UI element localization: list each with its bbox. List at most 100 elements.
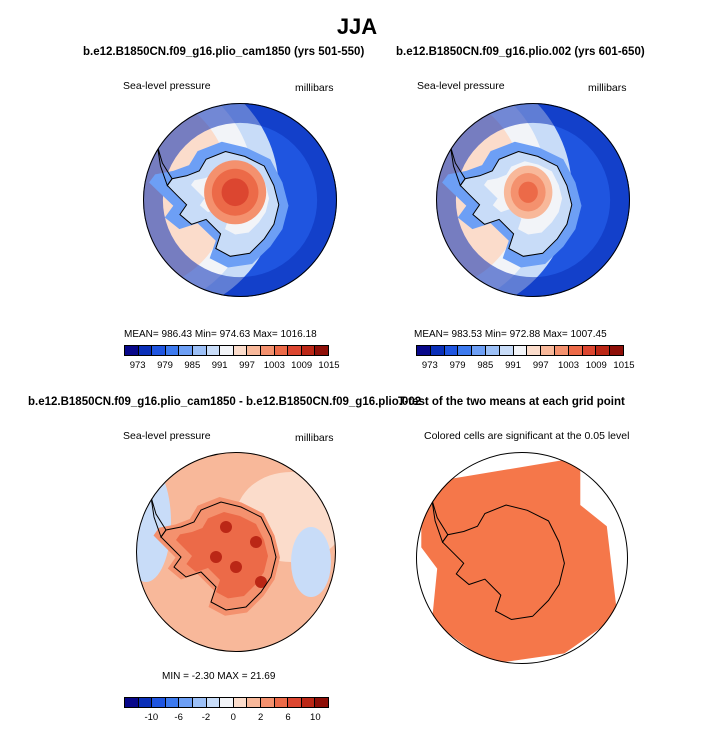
panel2-title: b.e12.B1850CN.f09_g16.plio.002 (yrs 601-… — [396, 46, 645, 58]
antarctica-coastline — [160, 501, 277, 611]
colorbar-swatch — [568, 346, 583, 355]
colorbar-tick-label: 6 — [285, 712, 291, 723]
panel2-stats: MEAN= 983.53 Min= 972.88 Max= 1007.45 — [414, 329, 607, 340]
panel3-variable: Sea-level pressure — [123, 430, 211, 442]
colorbar-swatch — [233, 698, 248, 707]
colorbar-tick-label: 1015 — [613, 360, 635, 371]
colorbar-tick-label: 973 — [129, 360, 146, 371]
colorbar-tick-label: 1009 — [585, 360, 607, 371]
colorbar-tick-label: 10 — [310, 712, 321, 723]
colorbar-swatch — [499, 346, 514, 355]
colorbar-swatch — [138, 698, 153, 707]
colorbar-tick-label: 979 — [449, 360, 466, 371]
panel3-stats: MIN = -2.30 MAX = 21.69 — [162, 671, 276, 682]
colorbar-tick-label: 2 — [258, 712, 264, 723]
panel3-map — [136, 452, 336, 652]
colorbar-tick-label: 1003 — [263, 360, 285, 371]
colorbar-swatch — [247, 346, 261, 355]
panel3-units: millibars — [295, 432, 334, 444]
difference-hotspot — [250, 536, 262, 548]
map-border — [416, 452, 628, 664]
colorbar-swatch — [554, 346, 569, 355]
difference-hotspot — [210, 551, 222, 563]
panel3-title: b.e12.B1850CN.f09_g16.plio_cam1850 - b.e… — [28, 396, 422, 408]
colorbar-tick-label: 991 — [505, 360, 521, 371]
colorbar-swatch — [596, 346, 611, 355]
colorbar-swatch — [458, 346, 473, 355]
map-border — [143, 103, 337, 297]
panel4-map — [416, 452, 628, 664]
colorbar-swatch — [260, 698, 275, 707]
colorbar-swatch — [152, 698, 166, 707]
colorbar-swatch — [179, 346, 193, 355]
colorbar-swatch — [430, 346, 445, 355]
colorbar-tick-label: -2 — [201, 712, 211, 723]
difference-hotspot — [230, 561, 242, 573]
colorbar-tick-label: 0 — [230, 712, 236, 723]
colorbar-tick-label: -6 — [174, 712, 183, 723]
colorbar-tick-label: 979 — [157, 360, 173, 371]
colorbar-tick-label: 997 — [532, 360, 549, 371]
colorbar-swatch — [582, 346, 597, 355]
panel2-units: millibars — [588, 82, 627, 94]
colorbar-tick-label: 997 — [239, 360, 255, 371]
panel4-title: T-test of the two means at each grid poi… — [398, 396, 625, 408]
panel1-colorbar — [124, 345, 329, 356]
colorbar-swatch — [274, 346, 289, 355]
difference-hotspot — [220, 521, 232, 533]
colorbar-swatch — [472, 346, 486, 355]
panel1-units: millibars — [295, 82, 334, 94]
panel2-variable: Sea-level pressure — [417, 80, 505, 92]
colorbar-swatch — [220, 698, 234, 707]
colorbar-swatch — [125, 346, 139, 355]
panel3-colorbar — [124, 697, 329, 708]
colorbar-tick-label: -10 — [144, 712, 159, 723]
colorbar-swatch — [233, 346, 248, 355]
colorbar-swatch — [192, 698, 207, 707]
colorbar-swatch — [179, 698, 193, 707]
colorbar-swatch — [220, 346, 234, 355]
colorbar-swatch — [125, 698, 139, 707]
colorbar-swatch — [288, 698, 302, 707]
colorbar-swatch — [206, 698, 221, 707]
page-title: JJA — [336, 14, 378, 39]
panel1-stats: MEAN= 986.43 Min= 974.63 Max= 1016.18 — [124, 329, 317, 340]
map-border — [436, 103, 630, 297]
colorbar-swatch — [444, 346, 459, 355]
colorbar-tick-label: 985 — [184, 360, 201, 371]
panel1-map — [143, 103, 337, 297]
colorbar-swatch — [315, 698, 328, 707]
panel4-subtitle: Colored cells are significant at the 0.0… — [424, 430, 630, 442]
colorbar-swatch — [541, 346, 555, 355]
colorbar-swatch — [610, 346, 623, 355]
colorbar-tick-label: 1003 — [557, 360, 580, 371]
colorbar-swatch — [247, 698, 261, 707]
colorbar-swatch — [513, 346, 528, 355]
antarctica-coastline — [459, 150, 573, 257]
difference-hotspot — [255, 576, 267, 588]
panel2-map — [436, 103, 630, 297]
significant-region — [421, 457, 618, 664]
colorbar-swatch — [315, 346, 328, 355]
colorbar-swatch — [260, 346, 275, 355]
panel1-variable: Sea-level pressure — [123, 80, 211, 92]
map-border — [136, 452, 336, 652]
colorbar-swatch — [165, 698, 180, 707]
colorbar-swatch — [192, 346, 207, 355]
colorbar-swatch — [165, 346, 180, 355]
antarctica-coastline — [166, 150, 280, 257]
panel1-title: b.e12.B1850CN.f09_g16.plio_cam1850 (yrs … — [83, 46, 365, 58]
colorbar-tick-label: 991 — [211, 360, 228, 371]
panel2-colorbar — [416, 345, 624, 356]
colorbar-swatch — [138, 346, 153, 355]
colorbar-tick-label: 1015 — [318, 360, 340, 371]
high-pressure-cell — [221, 178, 249, 207]
colorbar-swatch — [417, 346, 431, 355]
colorbar-swatch — [301, 346, 316, 355]
colorbar-swatch — [288, 346, 302, 355]
colorbar-swatch — [527, 346, 542, 355]
colorbar-tick-label: 973 — [421, 360, 438, 371]
colorbar-swatch — [301, 698, 316, 707]
colorbar-swatch — [485, 346, 500, 355]
colorbar-swatch — [152, 346, 166, 355]
